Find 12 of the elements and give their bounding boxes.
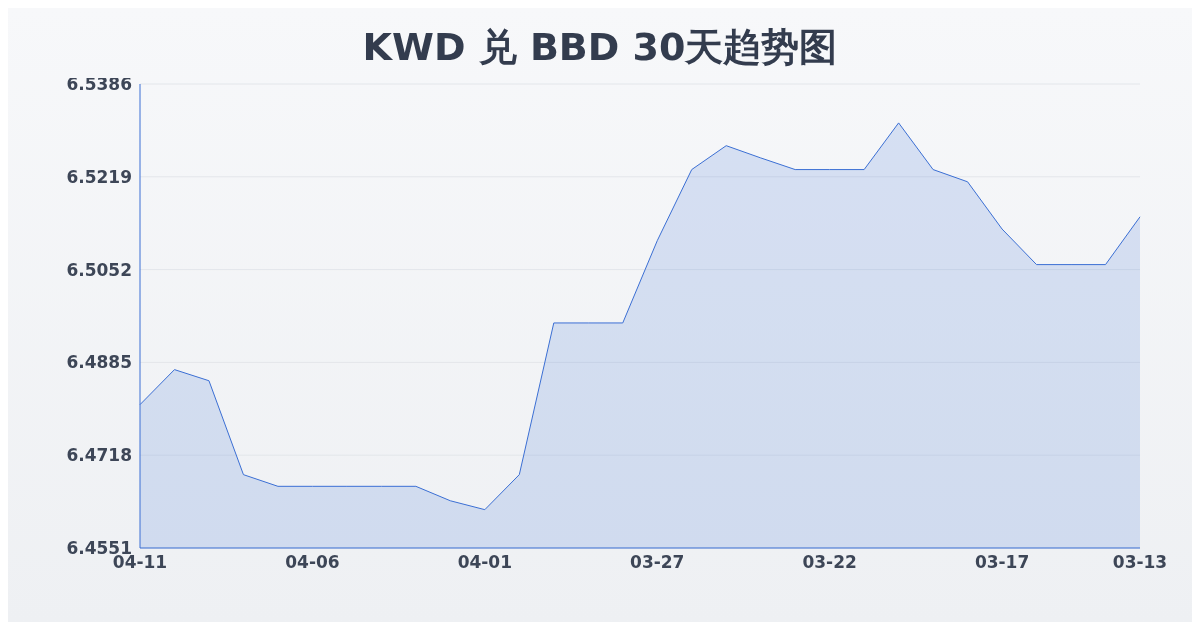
y-tick-label: 6.4718 <box>66 445 132 466</box>
x-tick-label: 04-06 <box>285 552 340 573</box>
x-tick-label: 03-13 <box>1112 552 1168 573</box>
y-tick-label: 6.5386 <box>66 74 132 95</box>
x-tick-label: 03-22 <box>802 552 857 573</box>
chart-title: KWD 兑 BBD 30天趋势图 <box>362 25 838 69</box>
x-tick-label: 03-17 <box>974 552 1030 573</box>
y-tick-label: 6.5219 <box>66 166 132 187</box>
x-tick-label: 03-27 <box>630 552 685 573</box>
y-tick-label: 6.4885 <box>66 352 132 373</box>
x-tick-label: 04-01 <box>457 552 513 573</box>
y-tick-label: 6.5052 <box>66 259 132 280</box>
